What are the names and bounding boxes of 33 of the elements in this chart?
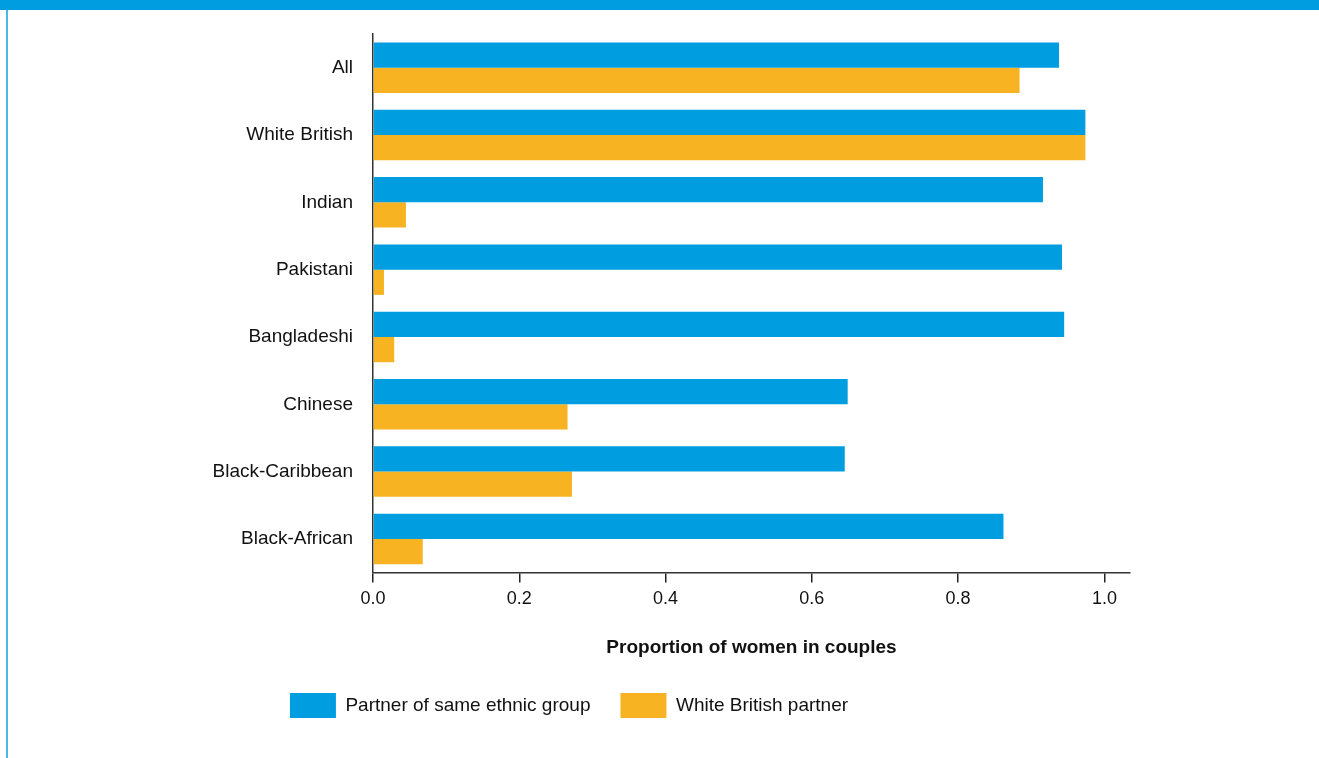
x-tick-label: 1.0 <box>1091 588 1117 609</box>
bar <box>373 471 572 497</box>
bar <box>373 42 1060 68</box>
bar <box>373 202 406 228</box>
y-tick-label: Indian <box>301 190 353 212</box>
bar <box>373 177 1043 203</box>
y-tick-label: All <box>331 55 353 77</box>
legend-label: White British partner <box>675 693 849 715</box>
x-axis-title: Proportion of women in couples <box>606 635 897 657</box>
bar <box>373 404 568 430</box>
y-tick-label: Black-African <box>241 527 353 549</box>
y-tick-label: White British <box>246 123 353 145</box>
x-tick-label: 0.4 <box>653 588 679 609</box>
bar <box>373 379 848 405</box>
x-tick-label: 0.6 <box>799 588 825 609</box>
bar <box>373 538 423 565</box>
bar <box>373 134 1086 161</box>
bar <box>373 109 1086 135</box>
y-tick-label: Bangladeshi <box>248 325 353 347</box>
bar <box>373 446 845 472</box>
x-tick-label: 0.0 <box>360 588 386 609</box>
bar <box>373 269 384 295</box>
bar <box>373 513 1004 539</box>
y-tick-label: Pakistani <box>275 257 353 279</box>
x-tick-label: 0.2 <box>506 588 532 609</box>
y-tick-label: Chinese <box>283 392 353 414</box>
legend-label: Partner of same ethnic group <box>345 693 591 715</box>
x-tick-label: 0.8 <box>945 588 971 609</box>
y-tick-label: Black-Caribbean <box>212 459 353 481</box>
bar <box>373 311 1065 337</box>
bar <box>373 67 1020 93</box>
bar <box>373 336 395 363</box>
bar <box>373 244 1062 270</box>
